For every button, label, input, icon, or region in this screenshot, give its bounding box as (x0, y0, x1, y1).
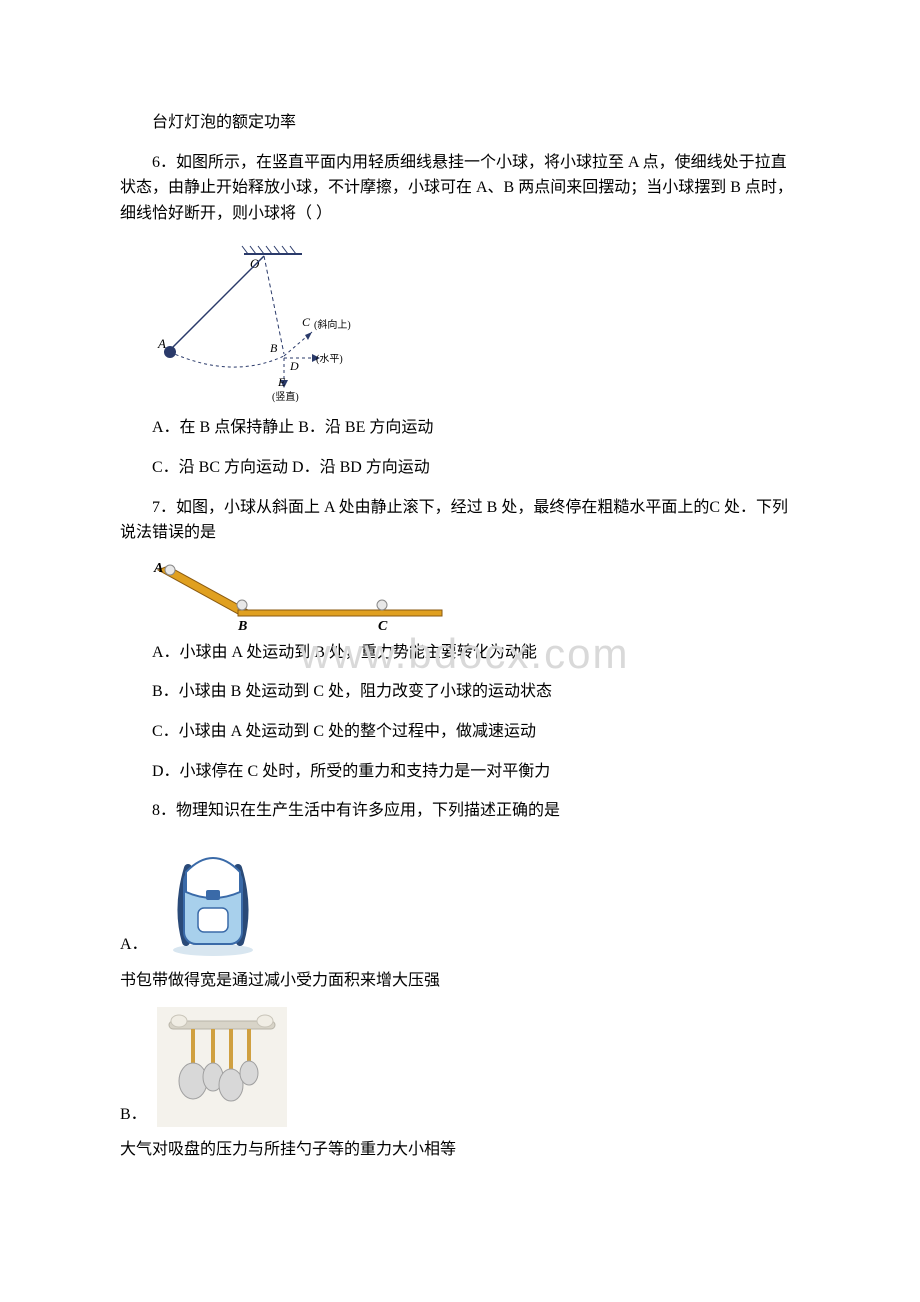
q6-options-line1: A．在 B 点保持静止 B．沿 BE 方向运动 (120, 415, 800, 441)
q6-figure: O A B C (斜向上) D (水平) E (竖直) (120, 240, 800, 405)
q6-label-D: D (289, 359, 299, 373)
q7-label-B: B (237, 619, 247, 630)
q7-optA: A．小球由 A 处运动到 B 处，重力势能主要转化为动能 (120, 640, 800, 666)
q7-optD: D．小球停在 C 处时，所受的重力和支持力是一对平衡力 (120, 759, 800, 785)
q7-figure: A B C (120, 560, 800, 630)
q8-backpack-icon (158, 838, 268, 958)
q8-optB-letter: B． (120, 1102, 147, 1128)
q6-stem: 6．如图所示，在竖直平面内用轻质细线悬挂一个小球，将小球拉至 A 点，使细线处于… (120, 150, 800, 227)
q8-stem: 8．物理知识在生产生活中有许多应用，下列描述正确的是 (120, 798, 800, 824)
lamp-power-text: 台灯灯泡的额定功率 (120, 110, 800, 136)
q6-options-line2: C．沿 BC 方向运动 D．沿 BD 方向运动 (120, 455, 800, 481)
q7-stem: 7．如图，小球从斜面上 A 处由静止滚下，经过 B 处，最终停在粗糙水平面上的C… (120, 495, 800, 546)
q6-label-B: B (270, 341, 278, 355)
q6-label-A: A (157, 336, 166, 351)
q7-optB: B．小球由 B 处运动到 C 处，阻力改变了小球的运动状态 (120, 679, 800, 705)
q8-optB-row: B． (120, 1007, 800, 1127)
q7-label-C: C (378, 619, 388, 630)
q7-label-A: A (153, 561, 163, 576)
q8-suction-hooks-icon (157, 1007, 287, 1127)
q6-label-E-desc: (竖直) (272, 390, 299, 403)
q8-optB-text: 大气对吸盘的压力与所挂勺子等的重力大小相等 (120, 1137, 800, 1163)
q8-optA-row: A． (120, 838, 800, 958)
q6-label-D-desc: (水平) (316, 353, 343, 365)
q6-label-E: E (277, 375, 286, 389)
q6-label-C-desc: (斜向上) (314, 318, 351, 331)
q8-optA-text: 书包带做得宽是通过减小受力面积来增大压强 (120, 968, 800, 994)
q8-optA-letter: A． (120, 932, 148, 958)
q6-label-C: C (302, 315, 311, 329)
q7-optC: C．小球由 A 处运动到 C 处的整个过程中，做减速运动 (120, 719, 800, 745)
